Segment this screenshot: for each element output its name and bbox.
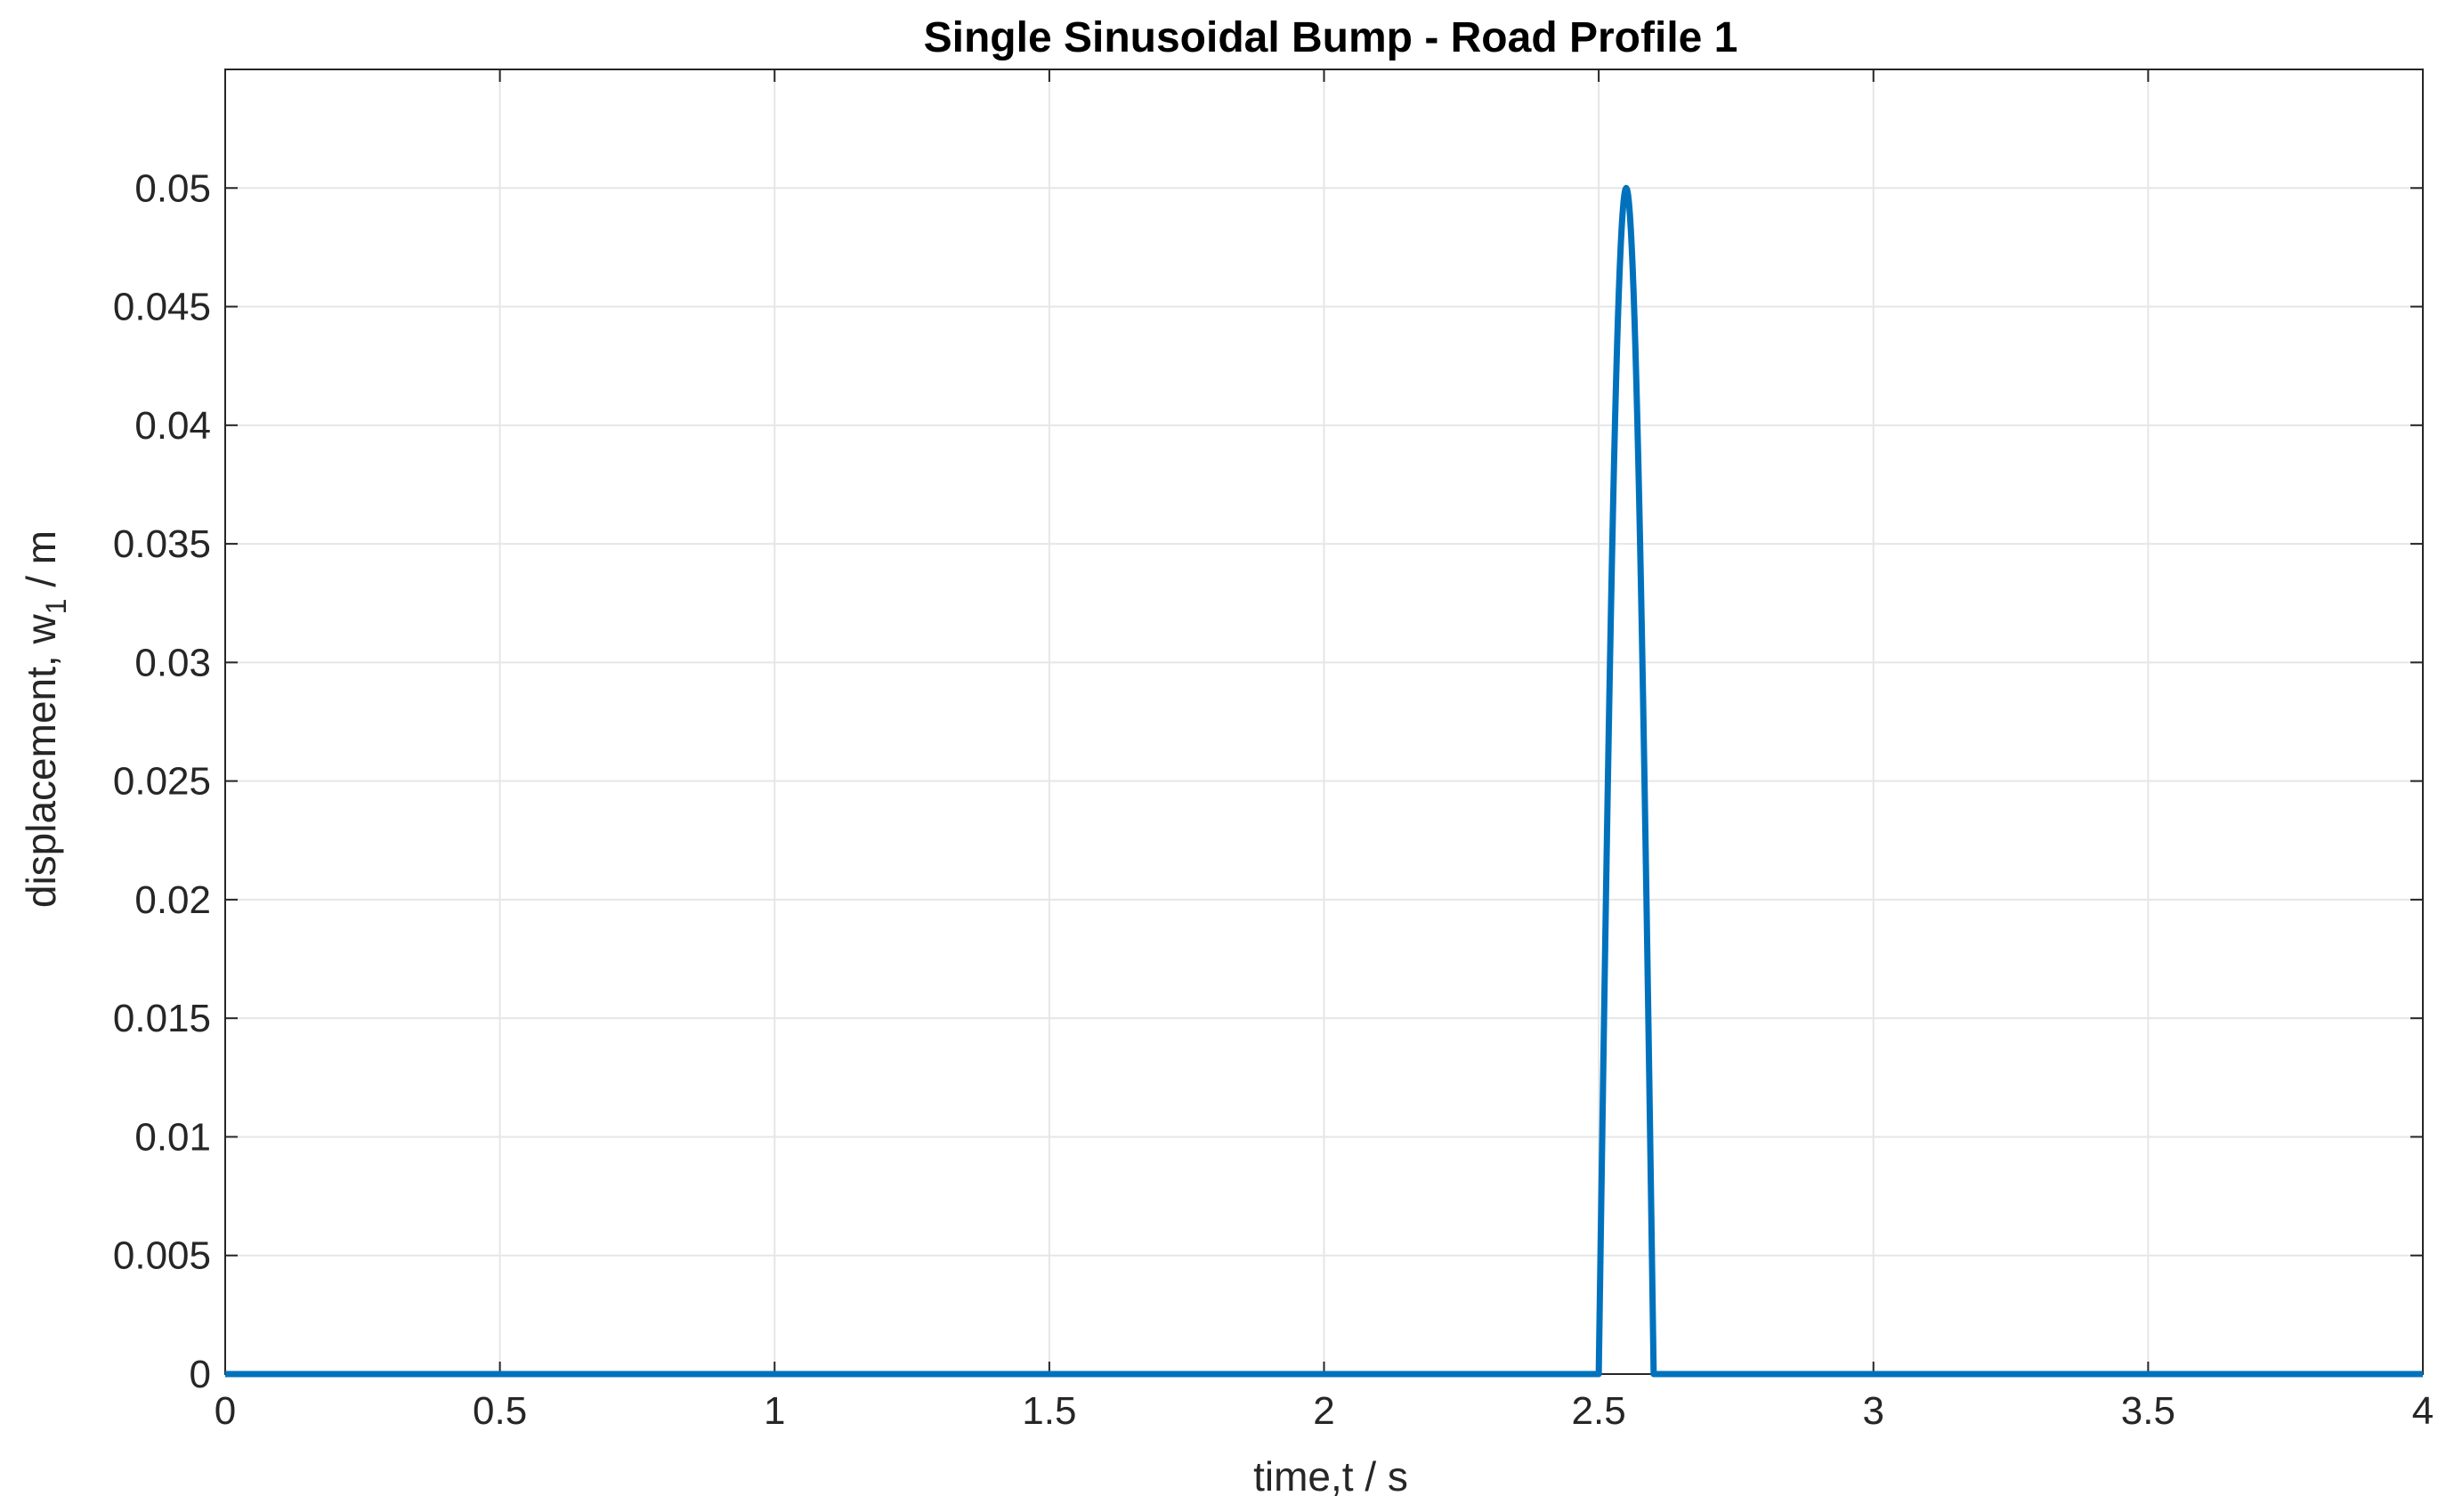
y-tick-label: 0 [190, 1353, 211, 1396]
series-layer [225, 184, 2423, 1378]
y-tick-label: 0.03 [134, 641, 211, 684]
x-tick-label: 1 [764, 1389, 785, 1433]
x-tick-label: 3 [1863, 1389, 1884, 1433]
axis-ticks [224, 69, 2424, 1375]
x-tick-label: 2 [1313, 1389, 1334, 1433]
series-line [225, 184, 2423, 1378]
y-tick-label: 0.045 [113, 286, 211, 329]
x-tick-label: 2.5 [1572, 1389, 1626, 1433]
y-tick-label: 0.05 [134, 166, 211, 210]
y-tick-label: 0.04 [134, 404, 211, 448]
y-tick-label: 0.025 [113, 760, 211, 804]
x-axis-label: time,t / s [1253, 1453, 1408, 1500]
y-axis-label: displacement, w1 / m [18, 530, 72, 908]
x-tick-label: 3.5 [2121, 1389, 2175, 1433]
y-tick-labels: 0 0.005 0.01 0.015 0.02 0.025 0.03 0.035 0.04 0.0… [113, 166, 211, 1396]
chart-title: Single Sinusoidal Bump - Road Profile 1 [924, 14, 1738, 61]
y-axis-label-suffix: / m [18, 530, 64, 599]
y-tick-label: 0.02 [134, 878, 211, 922]
x-tick-label: 0.5 [473, 1389, 527, 1433]
y-tick-label: 0.01 [134, 1115, 211, 1159]
y-tick-label: 0.015 [113, 997, 211, 1040]
x-tick-label: 1.5 [1022, 1389, 1076, 1433]
y-tick-label: 0.005 [113, 1234, 211, 1278]
y-axis-label-prefix: displacement, w [18, 614, 64, 909]
grid-lines [224, 69, 2424, 1375]
x-tick-labels: 0 0.5 1 1.5 2 2.5 3 3.5 4 [215, 1389, 2434, 1433]
y-axis-label-subscript: 1 [40, 599, 72, 615]
y-tick-label: 0.035 [113, 522, 211, 566]
x-tick-label: 0 [215, 1389, 236, 1433]
x-tick-label: 4 [2412, 1389, 2434, 1433]
